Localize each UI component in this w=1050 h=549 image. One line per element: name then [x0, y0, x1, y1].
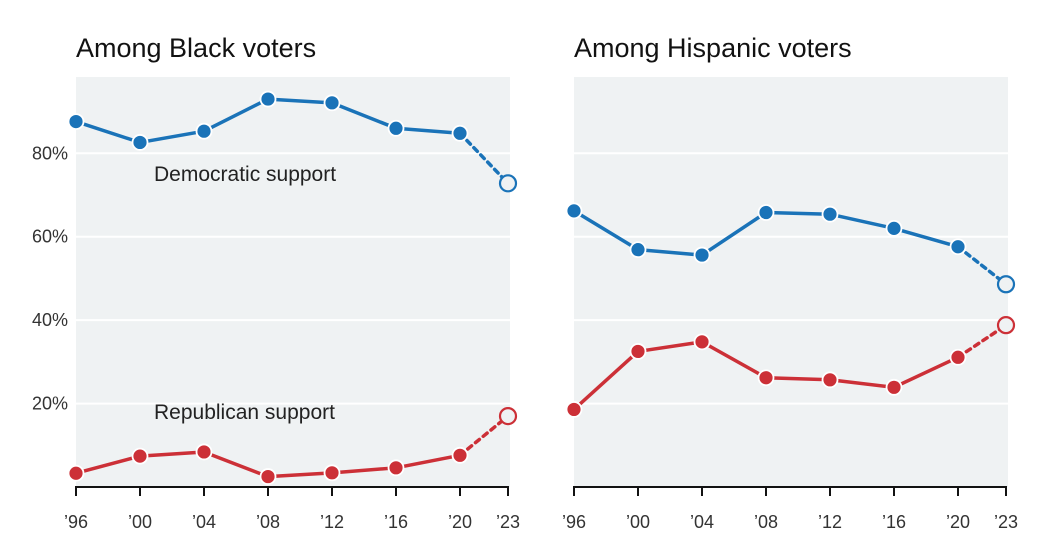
republican-point	[259, 468, 277, 485]
x-tick-label: ’23	[994, 512, 1018, 532]
x-tick-label: ’20	[448, 512, 472, 532]
x-tick-label: ’08	[256, 512, 280, 532]
republican-point	[565, 401, 583, 418]
plot-background	[76, 77, 510, 487]
x-tick-label: ’16	[384, 512, 408, 532]
republican-projection-line	[956, 323, 1008, 360]
republican-point	[693, 333, 711, 351]
democratic-point	[565, 202, 583, 220]
democratic-projection-line	[956, 244, 1008, 287]
series-annotation: Democratic support	[154, 163, 336, 186]
x-tick-label: ’16	[882, 512, 906, 532]
republican-point	[131, 447, 149, 465]
x-tick-label: ’12	[320, 512, 344, 532]
republican-point	[949, 348, 967, 366]
y-tick-label: 80%	[32, 143, 68, 163]
republican-projected-point	[996, 316, 1016, 335]
democratic-point	[757, 204, 775, 221]
x-tick-label: ’96	[562, 512, 586, 532]
democratic-point	[949, 238, 967, 256]
x-tick-label: ’04	[690, 512, 714, 532]
democratic-projection-line	[458, 131, 510, 186]
democratic-projected-point	[498, 174, 518, 193]
republican-point	[757, 369, 775, 387]
republican-point	[195, 443, 213, 461]
democratic-point	[885, 219, 903, 237]
republican-point	[67, 464, 85, 482]
plot-background	[574, 77, 1008, 487]
x-tick-label: ’00	[626, 512, 650, 532]
y-tick-label: 60%	[32, 227, 68, 247]
x-tick-label: ’96	[64, 512, 88, 532]
republican-point	[387, 459, 405, 477]
democratic-point	[67, 113, 85, 130]
democratic-point	[195, 122, 213, 140]
x-tick-label: ’04	[192, 512, 216, 532]
republican-point	[821, 371, 839, 389]
republican-point	[629, 343, 647, 360]
democratic-point	[821, 205, 839, 223]
republican-point	[885, 378, 903, 396]
chart-title: Among Black voters	[76, 33, 316, 63]
x-tick-label: ’08	[754, 512, 778, 532]
democratic-point	[131, 134, 149, 151]
democratic-projected-point	[996, 275, 1016, 294]
x-tick-label: ’12	[818, 512, 842, 532]
republican-point	[451, 446, 469, 464]
y-tick-label: 40%	[32, 310, 68, 330]
x-tick-label: ’23	[496, 512, 520, 532]
democratic-point	[259, 90, 277, 108]
democratic-point	[693, 246, 711, 264]
democratic-point	[323, 94, 341, 112]
panel-hispanic-voters: Among Hispanic voters ’96 ’00 ’04 ’08 ’12 ’16 ’…	[562, 33, 1018, 532]
series-annotation: Republican support	[154, 401, 335, 424]
republican-projection-line	[458, 414, 510, 458]
x-tick-label: ’00	[128, 512, 152, 532]
x-tick-label: ’20	[946, 512, 970, 532]
y-tick-label: 20%	[32, 394, 68, 414]
chart-title: Among Hispanic voters	[574, 33, 852, 63]
democratic-point	[451, 124, 469, 142]
panel-black-voters: Among Black voters 20% 40% 60% 80% ’96 ’00 ’04 ’…	[32, 33, 520, 532]
democratic-point	[629, 241, 647, 259]
republican-projected-point	[498, 406, 518, 426]
democratic-point	[387, 119, 405, 137]
republican-point	[323, 464, 341, 482]
